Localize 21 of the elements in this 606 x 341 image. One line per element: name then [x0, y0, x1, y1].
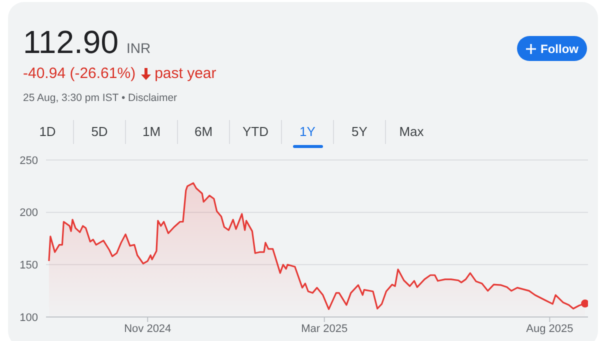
y-tick-label: 200 — [20, 207, 38, 220]
text: YTD — [229, 120, 281, 144]
text: 1Y — [281, 120, 333, 144]
text: 25 Aug, 3:30 pm IST • Disclaimer — [23, 92, 178, 104]
y-tick-label: 250 — [20, 154, 38, 167]
y-tick-label: 150 — [20, 260, 38, 272]
x-tick-label: Nov 2024 — [124, 322, 172, 335]
x-tick-label: Mar 2025 — [301, 322, 348, 335]
text: 6M — [177, 120, 229, 144]
text: 5Y — [333, 120, 385, 144]
chart-title: 112.90 — [23, 24, 118, 61]
text: Max — [385, 120, 437, 144]
text: 1D — [38, 123, 57, 141]
text: Follow — [540, 42, 578, 56]
x-tick-label: Aug 2025 — [526, 322, 574, 335]
text: -40.94 (-26.61%) — [23, 65, 136, 82]
text: 5D — [73, 120, 125, 144]
text: past year — [154, 65, 216, 82]
y-tick-label: 100 — [20, 312, 38, 324]
chart-subtitle: INR — [126, 40, 151, 56]
text: 1M — [125, 120, 177, 144]
